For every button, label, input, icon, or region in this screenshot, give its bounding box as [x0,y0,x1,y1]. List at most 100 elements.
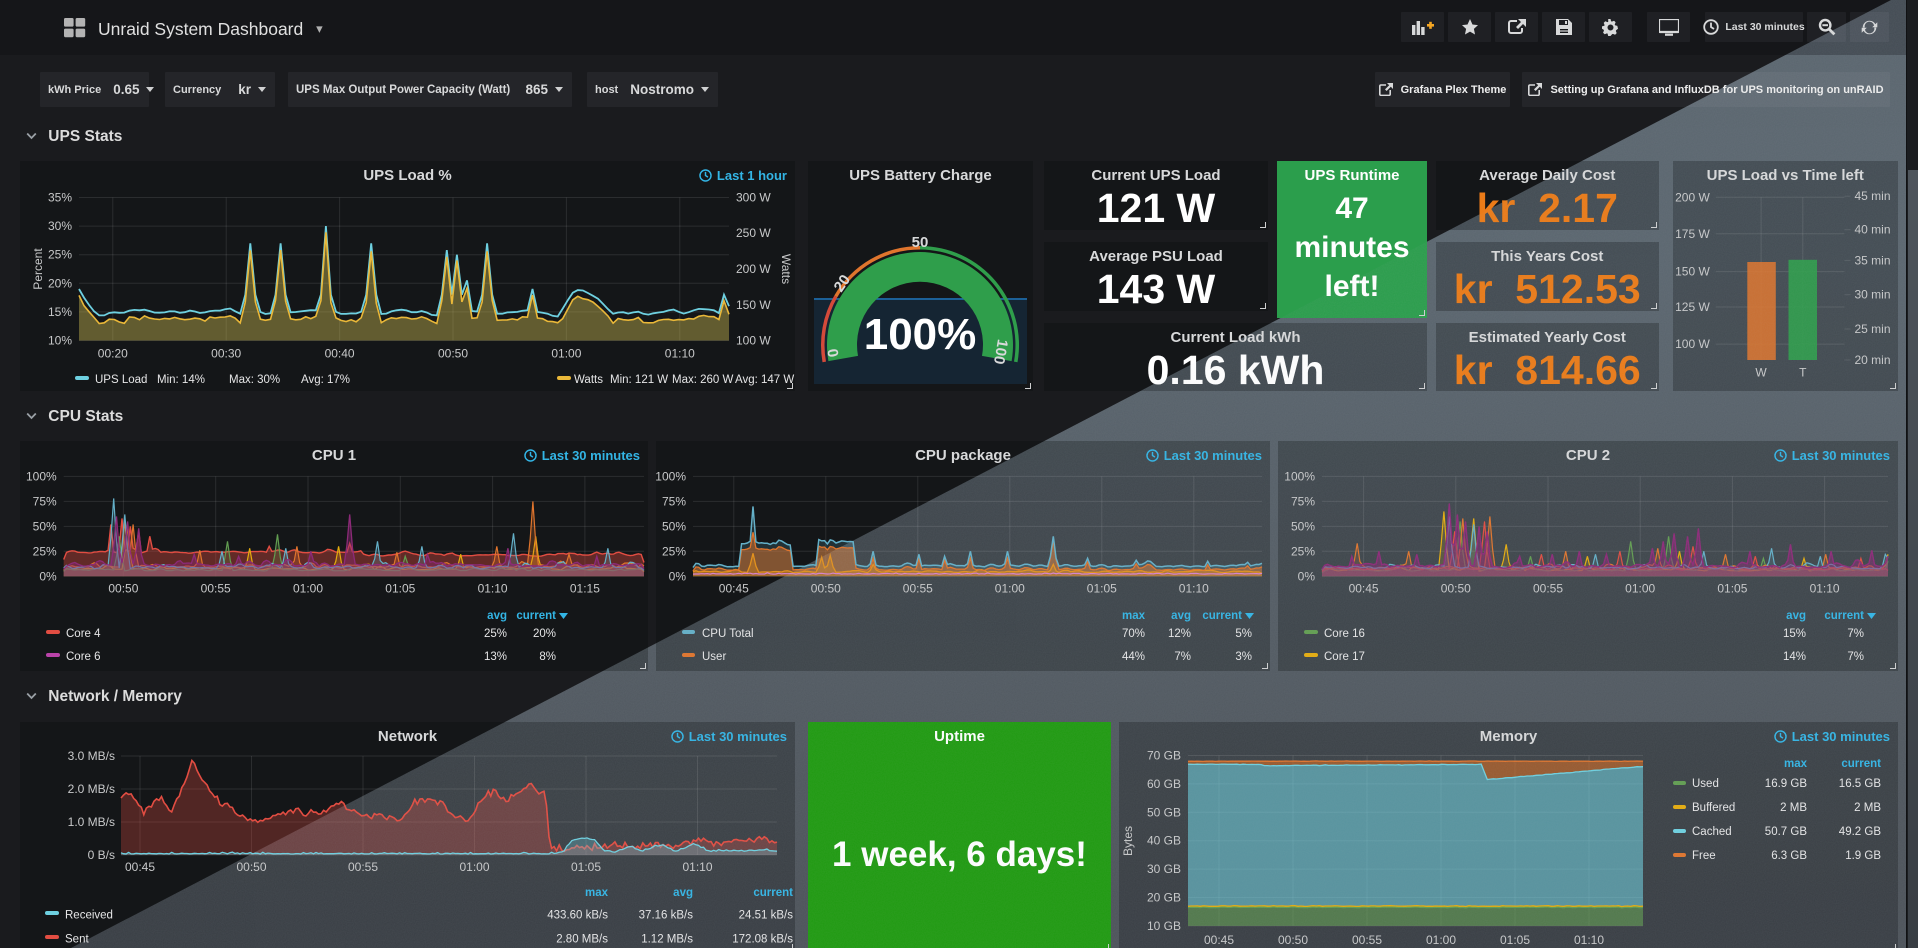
svg-text:20 min: 20 min [1854,353,1890,367]
svg-text:UPS Load: UPS Load [95,374,147,386]
svg-text:25%: 25% [1291,544,1315,558]
svg-text:3.0 MB/s: 3.0 MB/s [68,749,115,763]
svg-text:00:50: 00:50 [811,581,841,595]
svg-text:max: max [1122,610,1146,622]
svg-text:30 min: 30 min [1854,287,1890,301]
svg-text:25%: 25% [48,247,72,261]
svg-text:Bytes: Bytes [1121,826,1135,856]
svg-text:Avg: 17%: Avg: 17% [301,374,350,386]
svg-text:T: T [1799,365,1807,379]
svg-text:2 MB: 2 MB [1854,802,1881,814]
svg-text:max: max [1784,758,1808,770]
svg-text:150 W: 150 W [1675,264,1710,278]
svg-text:01:10: 01:10 [1179,581,1209,595]
svg-text:45 min: 45 min [1854,189,1890,203]
svg-text:13%: 13% [484,651,507,663]
svg-text:00:45: 00:45 [719,581,749,595]
svg-text:37.16 kB/s: 37.16 kB/s [639,910,694,922]
svg-text:Min: 121 W: Min: 121 W [610,374,668,386]
svg-text:01:00: 01:00 [995,581,1025,595]
svg-text:01:15: 01:15 [570,581,600,595]
svg-text:75%: 75% [33,494,57,508]
svg-text:30%: 30% [48,219,72,233]
svg-text:60 GB: 60 GB [1147,777,1181,791]
svg-text:70 GB: 70 GB [1147,749,1181,763]
svg-text:01:05: 01:05 [1500,933,1530,947]
svg-text:100%: 100% [26,469,57,483]
svg-text:Core 6: Core 6 [66,651,101,663]
svg-text:Core 4: Core 4 [66,628,101,640]
svg-text:01:10: 01:10 [478,581,508,595]
svg-text:Max: 260 W: Max: 260 W [672,374,733,386]
svg-text:50 GB: 50 GB [1147,805,1181,819]
svg-text:300 W: 300 W [736,190,771,204]
svg-text:25%: 25% [662,544,686,558]
svg-text:00:45: 00:45 [125,860,155,874]
svg-text:00:50: 00:50 [1278,933,1308,947]
svg-text:01:05: 01:05 [385,581,415,595]
svg-text:01:00: 01:00 [1426,933,1456,947]
svg-text:00:45: 00:45 [1349,581,1379,595]
svg-text:24.51 kB/s: 24.51 kB/s [739,910,794,922]
svg-text:40 GB: 40 GB [1147,834,1181,848]
svg-text:W: W [1755,365,1767,379]
svg-text:2.0 MB/s: 2.0 MB/s [68,782,115,796]
svg-text:avg: avg [673,887,693,899]
svg-text:6.3 GB: 6.3 GB [1771,850,1807,862]
svg-text:01:10: 01:10 [1810,581,1840,595]
svg-text:100 W: 100 W [1675,337,1710,351]
svg-text:01:00: 01:00 [459,860,489,874]
svg-text:70%: 70% [1122,628,1145,640]
svg-text:175 W: 175 W [1675,226,1710,240]
svg-text:0%: 0% [1298,569,1316,583]
svg-text:8%: 8% [539,651,556,663]
svg-text:Sent: Sent [65,934,89,946]
svg-text:01:05: 01:05 [1087,581,1117,595]
svg-text:100%: 100% [864,310,977,359]
svg-text:current: current [1202,610,1242,622]
svg-text:15%: 15% [48,304,72,318]
svg-text:avg: avg [1171,610,1191,622]
svg-text:00:50: 00:50 [108,581,138,595]
svg-text:35 min: 35 min [1854,253,1890,267]
svg-text:200 W: 200 W [736,262,771,276]
svg-text:125 W: 125 W [1675,300,1710,314]
svg-text:Buffered: Buffered [1692,802,1735,814]
svg-text:avg: avg [1786,610,1806,622]
svg-text:0%: 0% [39,569,57,583]
svg-text:35%: 35% [48,190,72,204]
svg-text:75%: 75% [662,494,686,508]
svg-text:Core 17: Core 17 [1324,651,1365,663]
svg-text:00:40: 00:40 [325,346,355,360]
svg-text:00:50: 00:50 [438,346,468,360]
svg-text:30 GB: 30 GB [1147,862,1181,876]
svg-text:10%: 10% [48,333,72,347]
svg-text:1.9 GB: 1.9 GB [1845,850,1881,862]
svg-text:00:55: 00:55 [1352,933,1382,947]
svg-text:150 W: 150 W [736,297,771,311]
svg-text:16.5 GB: 16.5 GB [1839,778,1882,790]
svg-text:01:05: 01:05 [571,860,601,874]
svg-text:50%: 50% [1291,519,1315,533]
svg-text:01:05: 01:05 [1717,581,1747,595]
svg-text:00:55: 00:55 [348,860,378,874]
svg-text:01:10: 01:10 [1574,933,1604,947]
svg-text:25%: 25% [484,628,507,640]
svg-text:1.12 MB/s: 1.12 MB/s [641,934,693,946]
svg-text:0 B/s: 0 B/s [88,848,115,862]
svg-text:20%: 20% [533,628,556,640]
svg-text:Watts: Watts [574,374,603,386]
svg-text:12%: 12% [1168,628,1191,640]
svg-text:Percent: Percent [31,247,45,289]
svg-text:3%: 3% [1235,651,1252,663]
svg-text:Cached: Cached [1692,826,1732,838]
svg-text:50: 50 [912,234,929,251]
svg-text:49.2 GB: 49.2 GB [1839,826,1882,838]
svg-text:01:00: 01:00 [293,581,323,595]
svg-text:max: max [585,887,609,899]
svg-text:250 W: 250 W [736,226,771,240]
svg-text:0%: 0% [669,569,687,583]
svg-text:14%: 14% [1783,651,1806,663]
svg-text:Core 16: Core 16 [1324,628,1365,640]
svg-text:00:30: 00:30 [211,346,241,360]
